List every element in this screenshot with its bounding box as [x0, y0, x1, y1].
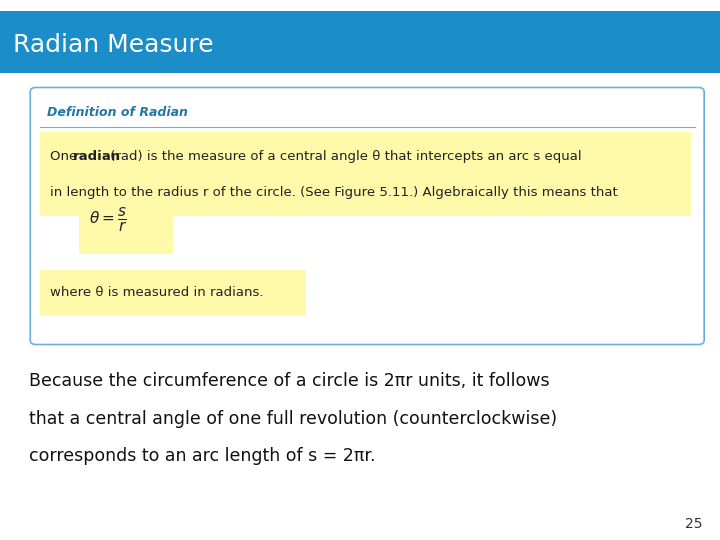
Text: in length to the radius r of the circle. (See Figure 5.11.) Algebraically this m: in length to the radius r of the circle.… [50, 186, 618, 199]
Text: (rad) is the measure of a central angle θ that intercepts an arc s equal: (rad) is the measure of a central angle … [106, 150, 582, 163]
Text: 25: 25 [685, 517, 702, 531]
FancyBboxPatch shape [0, 11, 720, 73]
FancyBboxPatch shape [40, 270, 306, 316]
Text: where θ is measured in radians.: where θ is measured in radians. [50, 286, 264, 300]
Text: that a central angle of one full revolution (counterclockwise): that a central angle of one full revolut… [29, 409, 557, 428]
FancyBboxPatch shape [79, 186, 173, 254]
FancyBboxPatch shape [40, 132, 691, 216]
Text: Definition of Radian: Definition of Radian [47, 106, 188, 119]
Text: Radian Measure: Radian Measure [13, 33, 214, 57]
Text: One: One [50, 150, 82, 163]
Text: $\theta = \dfrac{s}{r}$: $\theta = \dfrac{s}{r}$ [89, 206, 127, 234]
FancyBboxPatch shape [30, 87, 704, 345]
Text: radian: radian [73, 150, 121, 163]
Text: Because the circumference of a circle is 2πr units, it follows: Because the circumference of a circle is… [29, 372, 549, 390]
Text: corresponds to an arc length of s = 2πr.: corresponds to an arc length of s = 2πr. [29, 447, 375, 465]
